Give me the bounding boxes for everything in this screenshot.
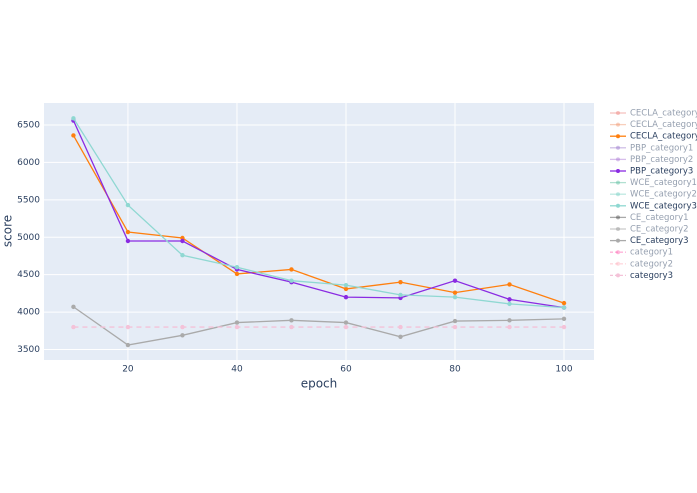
point	[71, 304, 76, 310]
legend-marker	[616, 250, 620, 255]
point	[125, 342, 131, 348]
point	[125, 229, 131, 235]
point	[452, 318, 458, 324]
point	[343, 282, 349, 288]
y-tick-label: 4000	[17, 308, 40, 318]
point	[289, 267, 294, 272]
x-tick-label: 80	[449, 365, 461, 375]
point	[507, 318, 512, 323]
point	[507, 297, 512, 302]
series-line	[73, 306, 565, 346]
point	[71, 324, 76, 330]
legend-marker	[616, 145, 620, 150]
point	[398, 292, 403, 298]
point	[289, 324, 294, 330]
legend-label[interactable]: WCE_category1	[630, 178, 697, 188]
legend-marker	[616, 227, 620, 231]
point	[180, 333, 185, 338]
y-tick-label: 5000	[17, 233, 40, 243]
x-axis-title: epoch	[301, 377, 338, 391]
x-tick-label: 40	[231, 365, 243, 375]
y-tick-label: 6500	[17, 121, 40, 131]
y-tick-label: 3500	[17, 345, 40, 355]
legend-label[interactable]: PBP_category1	[630, 143, 693, 153]
series-line	[72, 117, 565, 309]
point	[343, 286, 349, 292]
legend-label[interactable]: CECLA_category1	[630, 109, 697, 119]
legend-marker	[616, 122, 620, 127]
legend-marker	[616, 169, 620, 173]
point	[398, 279, 403, 285]
point	[234, 324, 240, 330]
point	[561, 305, 567, 310]
y-tick-label: 5500	[17, 195, 40, 205]
point	[125, 202, 131, 208]
series-line	[72, 135, 565, 304]
point	[452, 294, 458, 300]
legend-label[interactable]: PBP_category2	[630, 155, 693, 165]
x-tick-label: 60	[340, 365, 352, 375]
point	[180, 324, 185, 330]
legend-label[interactable]: PBP_category3	[630, 167, 693, 177]
legend-label[interactable]: WCE_category2	[630, 190, 697, 200]
point	[234, 264, 240, 270]
series-line	[72, 120, 565, 309]
plot-background	[44, 103, 594, 360]
point	[452, 290, 458, 295]
point	[398, 324, 403, 330]
legend-marker	[616, 111, 620, 115]
legend-marker	[616, 192, 620, 197]
point	[289, 318, 294, 323]
y-tick-label: 6000	[17, 158, 40, 168]
legend-label[interactable]: WCE_category3	[630, 201, 697, 211]
legend-marker	[616, 157, 620, 162]
point	[452, 278, 458, 283]
legend-marker	[616, 203, 620, 208]
point	[561, 316, 567, 322]
legend-label[interactable]: CECLA_category3	[630, 132, 697, 142]
x-tick-label: 20	[122, 365, 134, 375]
point	[71, 133, 76, 138]
legend-label[interactable]: category1	[630, 248, 673, 258]
legend-marker	[616, 273, 620, 278]
y-tick-label: 4500	[17, 270, 40, 280]
point	[343, 324, 349, 330]
legend-marker	[616, 238, 620, 243]
point	[180, 253, 185, 258]
legend-label[interactable]: category2	[630, 259, 673, 269]
point	[343, 294, 349, 300]
legend-marker	[616, 215, 620, 220]
legend-label[interactable]: CE_category2	[630, 225, 689, 235]
point	[452, 324, 458, 330]
point	[234, 271, 240, 277]
y-axis-title: score	[1, 215, 15, 247]
point	[234, 320, 240, 325]
point	[180, 238, 185, 244]
point	[561, 324, 567, 330]
point	[561, 300, 567, 306]
point	[125, 238, 131, 244]
point	[289, 278, 294, 283]
legend-label[interactable]: CE_category1	[630, 213, 689, 223]
point	[125, 324, 131, 330]
point	[71, 116, 76, 121]
legend-label[interactable]: CE_category3	[630, 236, 689, 246]
legend-marker	[616, 261, 620, 266]
legend-marker	[616, 180, 620, 185]
legend-marker	[616, 134, 620, 139]
point	[507, 282, 512, 287]
point	[398, 334, 403, 339]
legend-label[interactable]: CECLA_category2	[630, 120, 697, 130]
point	[507, 301, 512, 307]
legend-label[interactable]: category3	[630, 271, 673, 281]
point	[343, 320, 349, 325]
point	[507, 324, 512, 330]
x-tick-label: 100	[555, 365, 572, 375]
